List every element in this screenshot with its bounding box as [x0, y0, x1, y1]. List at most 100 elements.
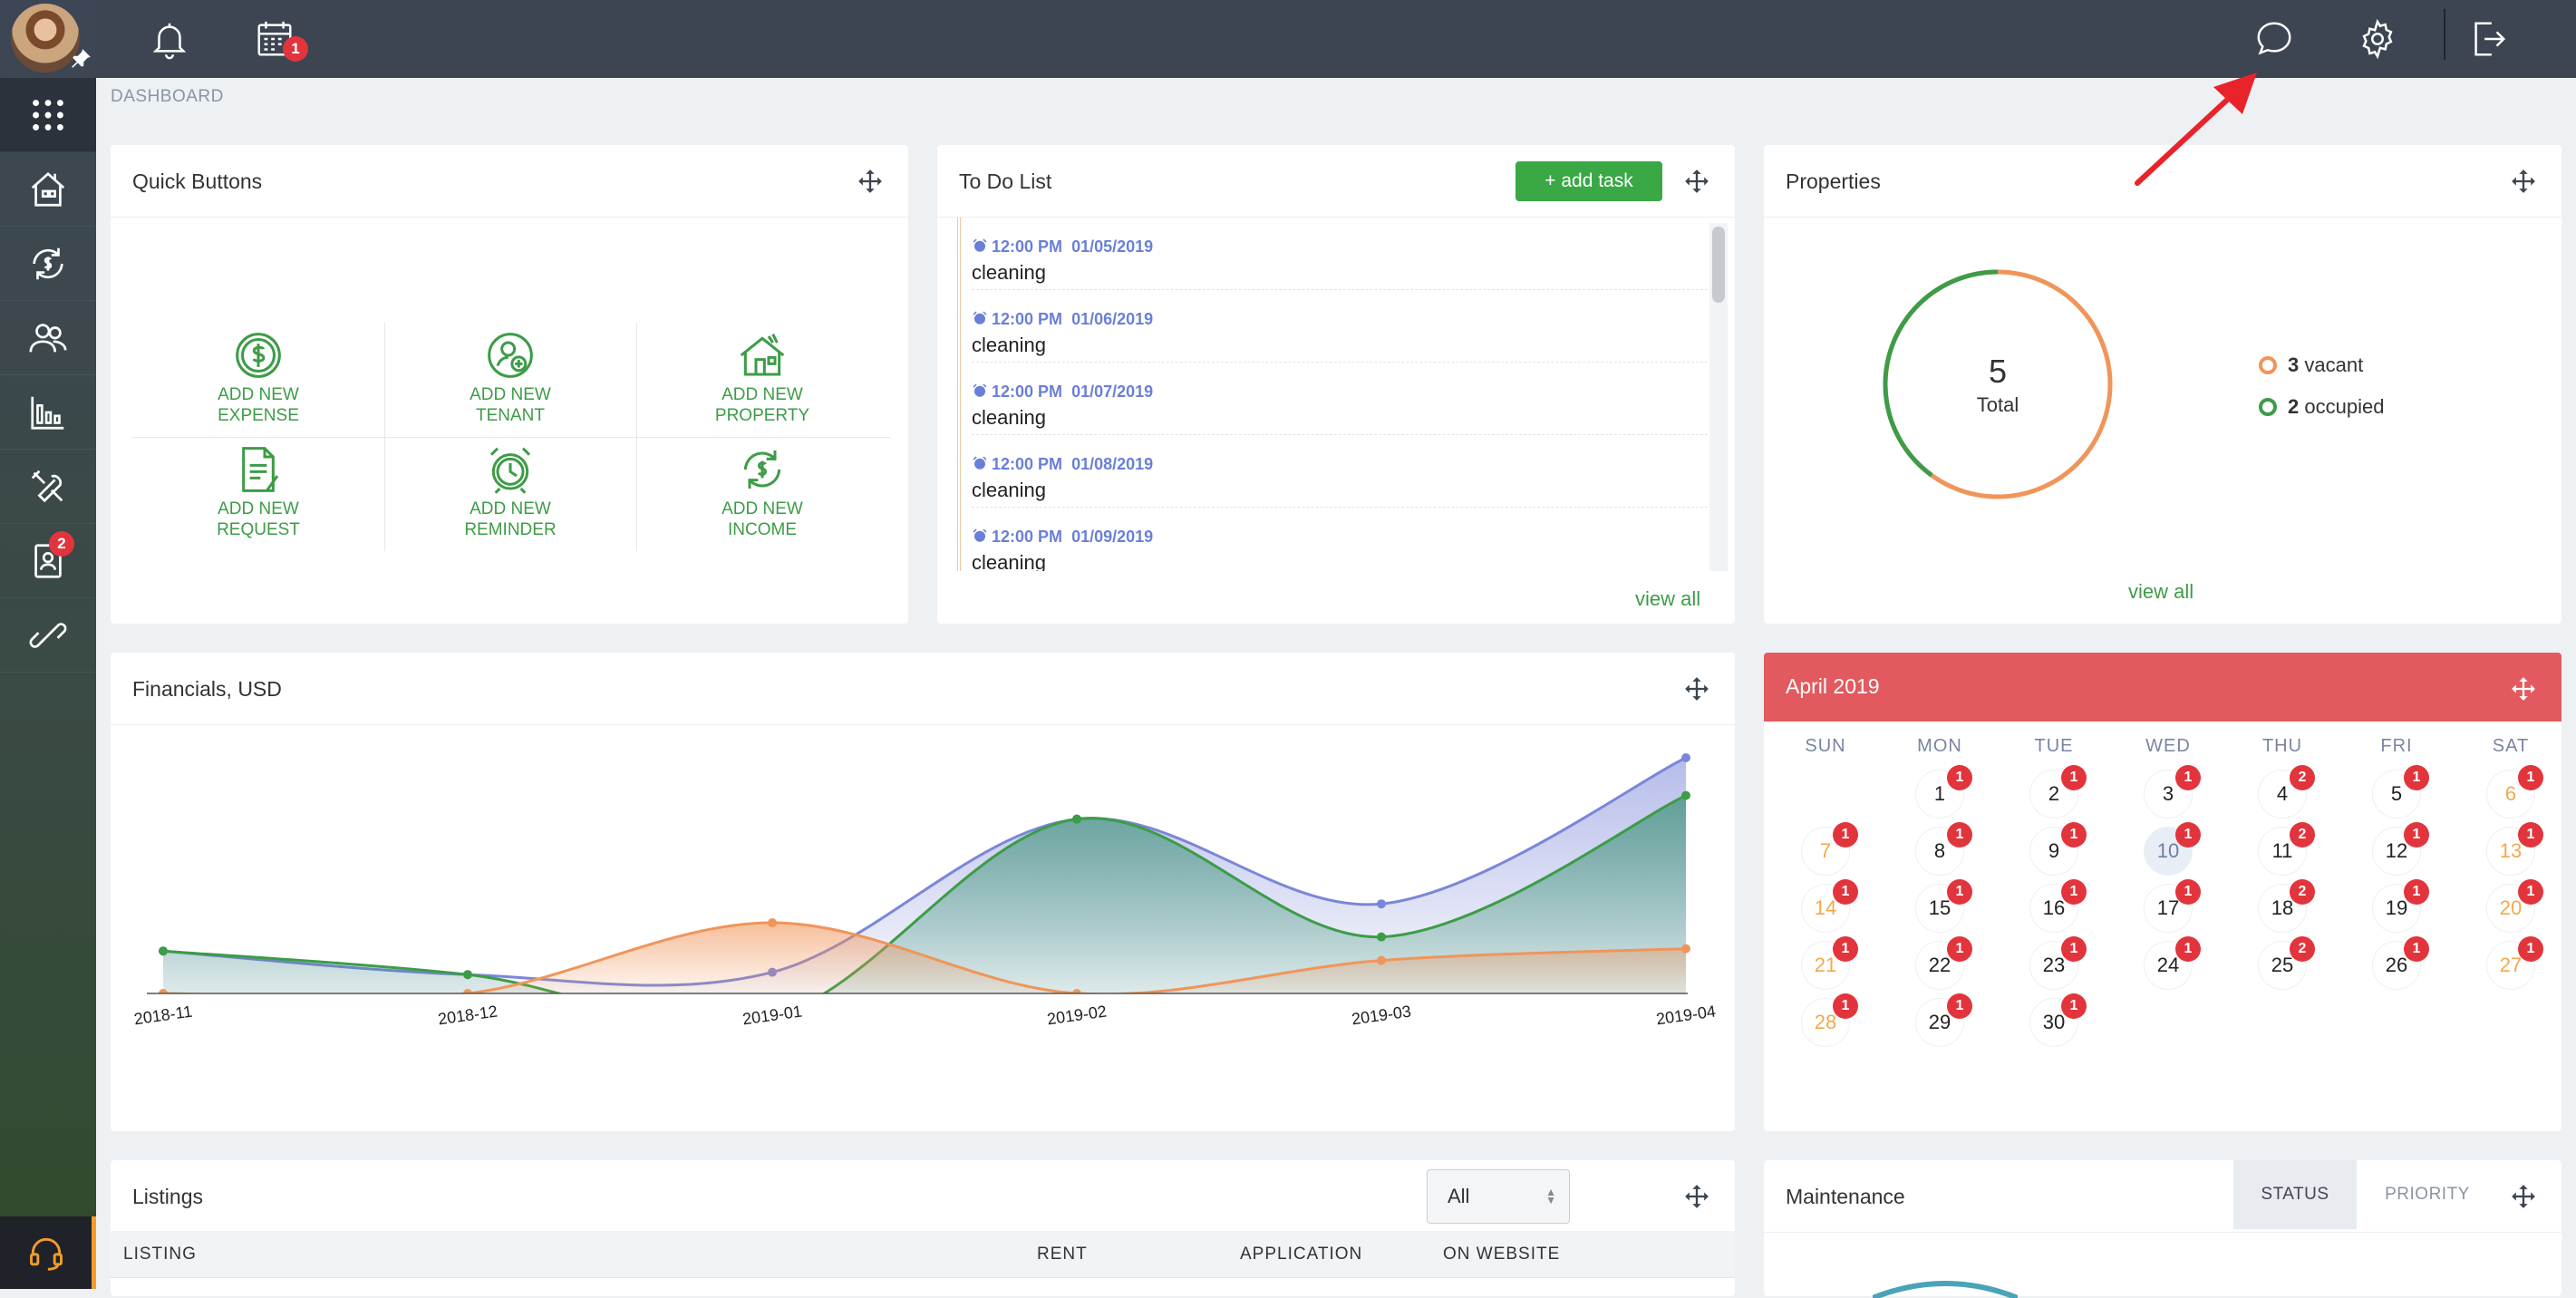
day-number: 25	[2271, 954, 2294, 976]
todo-view-all-link[interactable]: view all	[1635, 587, 1701, 610]
sidebar-item-people[interactable]	[0, 301, 96, 375]
column-header[interactable]: APPLICATION	[1240, 1245, 1363, 1264]
calendar-day[interactable]: 26 1	[2372, 936, 2429, 990]
data-point[interactable]	[1681, 944, 1690, 954]
house-icon	[740, 333, 785, 376]
data-point[interactable]	[159, 989, 168, 998]
todo-item[interactable]: 12:00 PM 01/07/2019 cleaning	[972, 363, 1726, 435]
data-point[interactable]	[1377, 955, 1386, 965]
calendar-day[interactable]: 14 1	[1801, 879, 1858, 933]
todo-item[interactable]: 12:00 PM 01/09/2019 cleaning	[972, 508, 1726, 571]
calendar-day[interactable]: 27 1	[2486, 936, 2543, 990]
data-point[interactable]	[1377, 932, 1386, 942]
data-point[interactable]	[768, 918, 777, 927]
logout-button[interactable]	[2462, 13, 2514, 65]
scrollbar-thumb[interactable]	[1712, 227, 1725, 303]
day-event-badge: 1	[2404, 936, 2429, 962]
add-property-button[interactable]: ADD NEW PROPERTY	[636, 323, 888, 437]
todo-item[interactable]: 12:00 PM 01/08/2019 cleaning	[972, 435, 1726, 508]
add-task-button[interactable]: + add task	[1516, 161, 1662, 201]
calendar-day[interactable]: 17 1	[2144, 879, 2201, 933]
properties-view-all-link[interactable]: view all	[2128, 580, 2194, 603]
move-icon[interactable]	[2511, 169, 2536, 194]
data-point[interactable]	[1072, 814, 1081, 824]
todo-scrollbar[interactable]	[1709, 223, 1728, 571]
calendar-day[interactable]: 11 2	[2258, 822, 2315, 876]
day-number: 29	[1928, 1011, 1951, 1033]
data-point[interactable]	[1377, 899, 1386, 909]
sidebar-item-integrations[interactable]	[0, 598, 96, 673]
calendar-day[interactable]: 22 1	[1915, 936, 1972, 990]
calendar-day[interactable]: 16 1	[2029, 879, 2087, 933]
add-reminder-button[interactable]: ADD NEW REMINDER	[384, 437, 636, 551]
add-expense-button[interactable]: ADD NEW EXPENSE	[132, 323, 384, 437]
sidebar-item-contacts[interactable]: 2	[0, 524, 96, 598]
move-icon[interactable]	[1684, 169, 1709, 194]
calendar-day[interactable]: 30 1	[2029, 993, 2087, 1047]
day-event-badge: 1	[1833, 936, 1858, 962]
timeline-rail	[957, 218, 961, 571]
calendar-day[interactable]: 10 1	[2144, 822, 2201, 876]
move-icon[interactable]	[1684, 1184, 1709, 1209]
move-icon[interactable]	[1684, 676, 1709, 702]
series-line	[163, 921, 1687, 993]
data-point[interactable]	[463, 970, 472, 980]
notifications-button[interactable]	[143, 13, 196, 65]
day-event-badge: 1	[2404, 822, 2429, 848]
tab-priority[interactable]: PRIORITY	[2385, 1185, 2470, 1204]
data-point[interactable]	[159, 946, 168, 956]
column-header[interactable]: RENT	[1037, 1245, 1088, 1264]
todo-item[interactable]: 12:00 PM 01/05/2019 cleaning	[972, 218, 1726, 290]
todo-item[interactable]: 12:00 PM 01/06/2019 cleaning	[972, 290, 1726, 363]
column-header[interactable]: LISTING	[123, 1245, 197, 1264]
add-tenant-button[interactable]: ADD NEW TENANT	[384, 323, 636, 437]
calendar-day[interactable]: 13 1	[2486, 822, 2543, 876]
avatar[interactable]	[11, 4, 80, 73]
column-header[interactable]: ON WEBSITE	[1443, 1245, 1561, 1264]
calendar-day[interactable]: 21 1	[1801, 936, 1858, 990]
sidebar-item-dashboard[interactable]	[0, 78, 96, 152]
properties-donut-chart: 5 Total	[1883, 269, 2113, 499]
sidebar-item-transactions[interactable]	[0, 227, 96, 301]
calendar-day[interactable]: 28 1	[1801, 993, 1858, 1047]
calendar-button[interactable]: 1	[248, 13, 308, 65]
calendar-day[interactable]: 24 1	[2144, 936, 2201, 990]
tab-status[interactable]: STATUS	[2233, 1160, 2357, 1229]
calendar-day[interactable]: 18 2	[2258, 879, 2315, 933]
calendar-day[interactable]: 25 2	[2258, 936, 2315, 990]
sidebar-item-maintenance[interactable]	[0, 450, 96, 524]
calendar-day[interactable]: 23 1	[2029, 936, 2087, 990]
calendar-day[interactable]: 15 1	[1915, 879, 1972, 933]
sidebar-item-properties[interactable]	[0, 152, 96, 227]
move-icon[interactable]	[2511, 1184, 2536, 1209]
calendar-day[interactable]: 12 1	[2372, 822, 2429, 876]
add-request-button[interactable]: ADD NEW REQUEST	[132, 437, 384, 551]
data-point[interactable]	[1681, 790, 1690, 800]
support-button[interactable]	[0, 1216, 96, 1289]
move-icon[interactable]	[2511, 676, 2536, 702]
data-point[interactable]	[1072, 989, 1081, 998]
pin-icon[interactable]	[69, 47, 92, 71]
move-icon[interactable]	[857, 169, 883, 194]
contacts-badge: 2	[49, 531, 74, 557]
calendar-day[interactable]: 29 1	[1915, 993, 1972, 1047]
messages-button[interactable]	[2248, 13, 2300, 65]
data-point[interactable]	[463, 989, 472, 998]
calendar-day[interactable]: 20 1	[2486, 879, 2543, 933]
data-point[interactable]	[1681, 753, 1690, 762]
donut-total: 5	[1989, 353, 2007, 390]
add-income-button[interactable]: ADD NEW INCOME	[636, 437, 888, 551]
settings-button[interactable]	[2351, 13, 2404, 65]
listings-filter-select[interactable]: All ▲ ▼	[1427, 1169, 1570, 1224]
calendar-day[interactable]: 19 1	[2372, 879, 2429, 933]
sidebar-item-reports[interactable]	[0, 375, 96, 450]
